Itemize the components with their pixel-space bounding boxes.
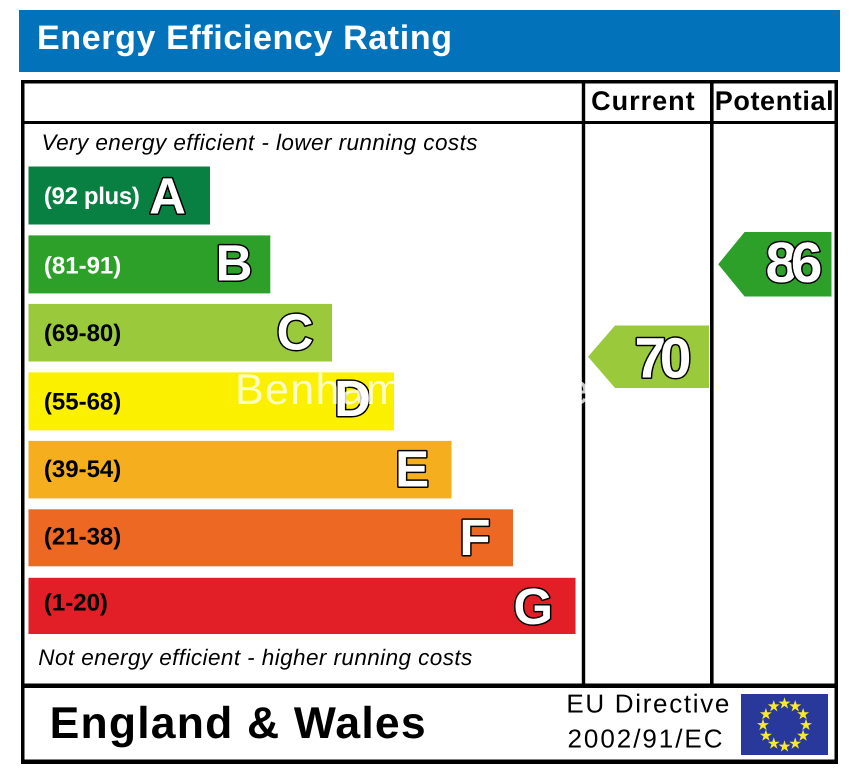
svg-text:2002/91/EC: 2002/91/EC: [568, 723, 723, 753]
svg-text:G: G: [513, 578, 553, 635]
svg-text:(39-54): (39-54): [44, 456, 121, 483]
svg-text:England & Wales: England & Wales: [50, 699, 426, 748]
svg-text:(55-68): (55-68): [44, 389, 121, 416]
svg-text:E: E: [395, 440, 429, 497]
svg-text:F: F: [459, 509, 490, 566]
svg-text:Very energy efficient - lower: Very energy efficient - lower running co…: [42, 130, 478, 155]
svg-text:C: C: [277, 303, 314, 360]
svg-text:Benham & Reeves: Benham & Reeves: [235, 366, 612, 414]
svg-text:Current: Current: [591, 86, 695, 116]
svg-text:70: 70: [635, 327, 692, 391]
svg-text:(92 plus): (92 plus): [44, 183, 140, 210]
svg-text:A: A: [149, 167, 186, 224]
svg-text:B: B: [216, 235, 253, 292]
svg-text:86: 86: [766, 231, 823, 295]
svg-text:Potential: Potential: [715, 86, 834, 116]
svg-text:(81-91): (81-91): [44, 253, 121, 280]
svg-text:(1-20): (1-20): [44, 590, 108, 617]
svg-text:EU Directive: EU Directive: [566, 688, 729, 718]
svg-text:Energy Efficiency Rating: Energy Efficiency Rating: [37, 19, 452, 57]
svg-text:(69-80): (69-80): [44, 320, 121, 347]
svg-text:Not energy efficient - higher: Not energy efficient - higher running co…: [38, 645, 472, 670]
svg-text:(21-38): (21-38): [44, 524, 121, 551]
svg-text:D: D: [334, 370, 371, 427]
